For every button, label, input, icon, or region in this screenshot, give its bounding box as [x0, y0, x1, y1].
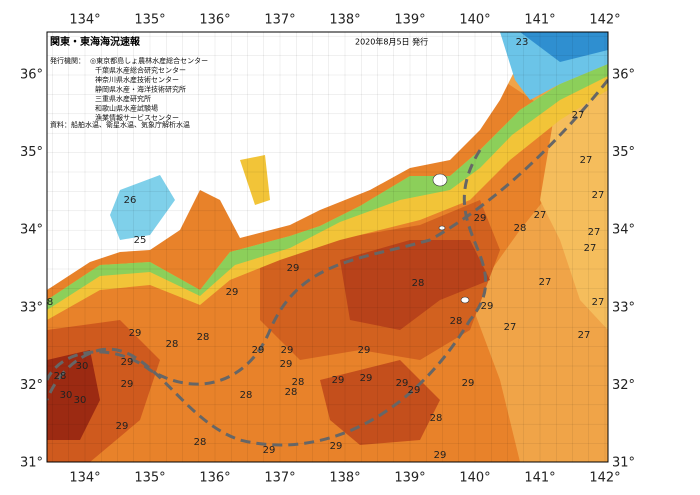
longitude-label: 139° [394, 13, 425, 28]
contour-label: 28 [430, 413, 443, 424]
contour-label: 27 [588, 227, 601, 238]
contour-label: 27 [578, 330, 591, 341]
longitude-label: 138° [329, 13, 360, 28]
longitude-label: 136° [199, 13, 230, 28]
publisher-item: ◎東京都島しょ農林水産総合センター [90, 56, 208, 65]
latitude-label: 35° [612, 145, 635, 160]
contour-label: 27 [592, 190, 605, 201]
contour-label: 28 [166, 339, 179, 350]
contour-label: 29 [116, 421, 129, 432]
contour-label: 28 [450, 316, 463, 327]
contour-label: 29 [474, 213, 487, 224]
contour-label: 30 [60, 390, 73, 401]
contour-label: 29 [129, 328, 142, 339]
contour-label: 29 [287, 263, 300, 274]
contour-label: 27 [584, 243, 597, 254]
longitude-label: 142° [589, 471, 620, 486]
longitude-label: 135° [134, 13, 165, 28]
contour-label: 29 [121, 379, 134, 390]
contour-label: 30 [74, 395, 87, 406]
longitude-label: 136° [199, 471, 230, 486]
contour-label: 29 [263, 445, 276, 456]
latitude-label: 33° [20, 300, 43, 315]
latitude-label: 35° [20, 145, 43, 160]
contour-label: 28 [514, 223, 527, 234]
contour-label: 29 [121, 357, 134, 368]
contour-label: 27 [539, 277, 552, 288]
contour-label: 29 [226, 287, 239, 298]
contour-label: 29 [462, 378, 475, 389]
contour-label: 27 [504, 322, 517, 333]
contour-label: 8 [47, 297, 53, 308]
latitude-label: 31° [20, 456, 43, 471]
publisher-item: 漁業情報サービスセンター [95, 113, 179, 122]
contour-label: 28 [412, 278, 425, 289]
source: 資料：船舶水温、衛星水温、気象庁解析水温 [50, 120, 190, 129]
publisher-item: 三重県水産研究所 [95, 94, 151, 103]
contour-label: 29 [332, 375, 345, 386]
contour-label: 25 [134, 235, 147, 246]
contour-label: 29 [408, 385, 421, 396]
contour-label: 29 [280, 359, 293, 370]
latitude-label: 34° [20, 223, 43, 238]
contour-label: 27 [572, 110, 585, 121]
contour-label: 28 [292, 377, 305, 388]
contour-label: 30 [76, 361, 89, 372]
issue-date: 2020年8月5日 発行 [355, 37, 428, 47]
longitude-label: 142° [589, 13, 620, 28]
publisher-item: 千葉県水産総合研究センター [95, 66, 186, 75]
contour-label: 23 [516, 37, 529, 48]
publisher-label: 発行機関： [50, 56, 85, 65]
latitude-label: 36° [612, 68, 635, 83]
contour-label: 28 [197, 332, 210, 343]
latitude-label: 31° [612, 456, 635, 471]
contour-label: 29 [360, 373, 373, 384]
latitude-label: 34° [612, 223, 635, 238]
contour-label: 29 [434, 450, 447, 461]
longitude-label: 139° [394, 471, 425, 486]
contour-label: 27 [580, 155, 593, 166]
publisher-item: 神奈川県水産技術センター [95, 75, 179, 84]
publisher-item: 和歌山県水産試験場 [95, 104, 158, 113]
latitude-label: 32° [20, 378, 43, 393]
longitude-label: 137° [264, 13, 295, 28]
contour-label: 29 [481, 301, 494, 312]
longitude-label: 140° [459, 13, 490, 28]
contour-label: 28 [194, 437, 207, 448]
contour-label: 28 [240, 390, 253, 401]
longitude-label: 141° [524, 471, 555, 486]
latitude-label: 33° [612, 300, 635, 315]
longitude-label: 141° [524, 13, 555, 28]
contour-label: 29 [281, 345, 294, 356]
longitude-label: 134° [69, 13, 100, 28]
contour-label: 29 [396, 378, 409, 389]
title: 関東・東海海況速報 [50, 35, 141, 48]
longitude-label: 140° [459, 471, 490, 486]
contour-label: 26 [124, 195, 137, 206]
contour-label: 27 [534, 210, 547, 221]
latitude-label: 32° [612, 378, 635, 393]
contour-label: 29 [330, 441, 343, 452]
latitude-label: 36° [20, 68, 43, 83]
contour-label: 27 [592, 297, 605, 308]
longitude-label: 137° [264, 471, 295, 486]
map-body [47, 32, 608, 462]
map-frame [46, 31, 609, 463]
contour-label: 29 [358, 345, 371, 356]
contour-label: 28 [54, 371, 67, 382]
contour-label: 28 [285, 387, 298, 398]
longitude-label: 138° [329, 471, 360, 486]
publisher-item: 静岡県水産・海洋技術研究所 [95, 85, 186, 94]
longitude-label: 134° [69, 471, 100, 486]
contour-label: 29 [252, 345, 265, 356]
longitude-label: 135° [134, 471, 165, 486]
